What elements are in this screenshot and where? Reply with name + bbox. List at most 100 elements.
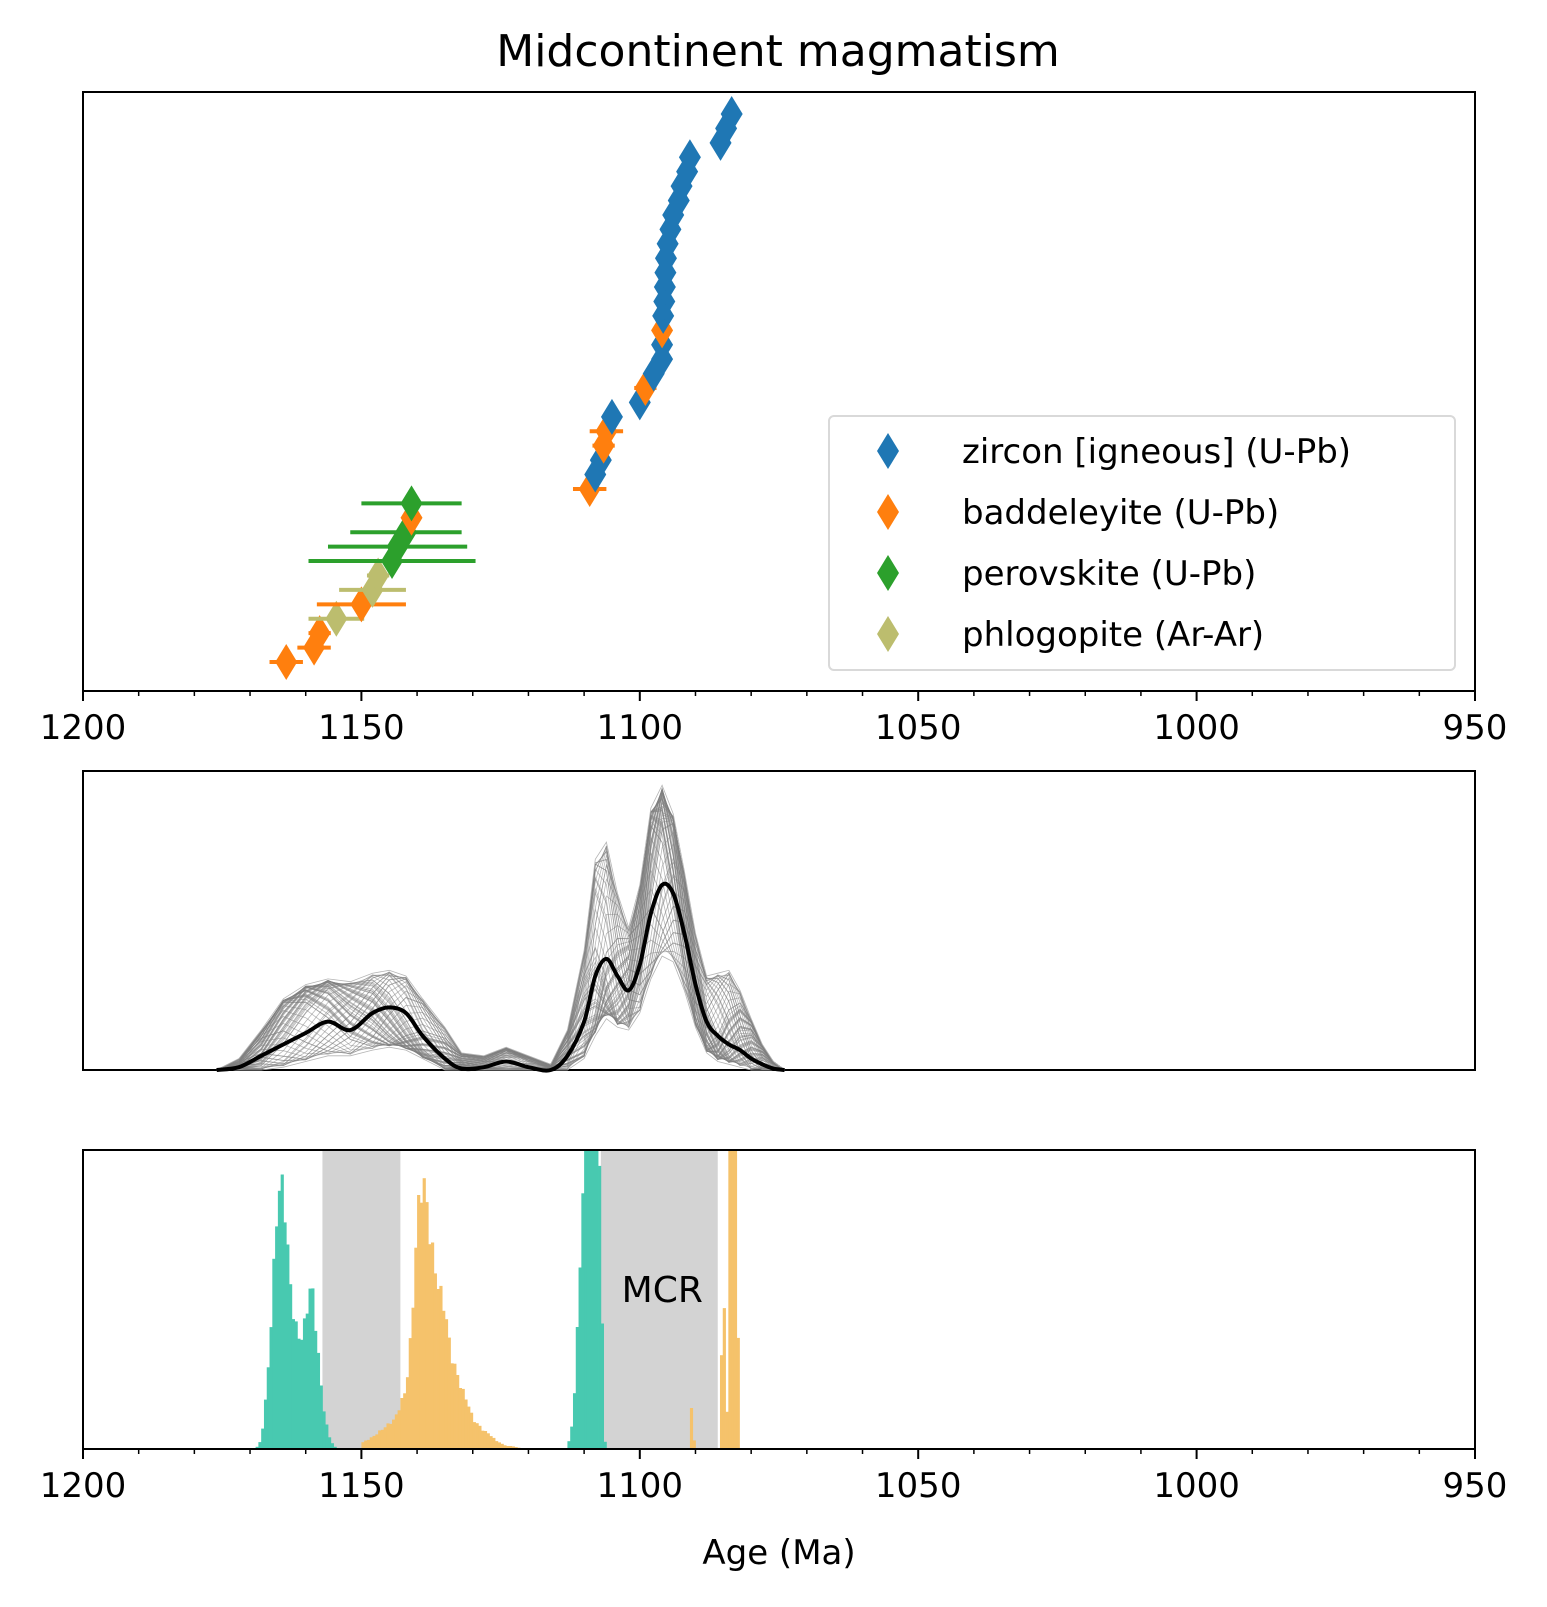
histogram-bar <box>286 1244 290 1449</box>
ensemble-curve <box>216 869 785 1071</box>
histogram-bar <box>497 1442 501 1449</box>
ensemble-curve <box>216 811 785 1071</box>
histogram-bar <box>483 1431 488 1449</box>
histogram-bar <box>333 1446 337 1449</box>
histogram-bar <box>369 1437 373 1449</box>
histogram-bar <box>361 1442 365 1449</box>
histogram-bar <box>506 1446 510 1449</box>
histogram-bar <box>692 1440 696 1449</box>
histogram-bar <box>375 1434 379 1449</box>
histogram-bar <box>291 1319 295 1449</box>
legend: zircon [igneous] (U-Pb) baddeleyite (U-Pb… <box>828 415 1456 671</box>
histogram-bar <box>725 1411 729 1449</box>
histogram-bar <box>294 1321 298 1449</box>
histogram-bar <box>444 1319 449 1449</box>
histogram-bar <box>450 1363 454 1449</box>
histogram-bar <box>447 1337 451 1449</box>
histogram-bar <box>584 1150 588 1449</box>
histogram-bar <box>736 1337 740 1449</box>
histogram-bar <box>364 1440 368 1449</box>
legend-box <box>828 415 1456 671</box>
histogram-bar <box>436 1289 440 1449</box>
histogram-bar <box>389 1423 393 1449</box>
data-point <box>367 557 390 594</box>
ensemble-curve <box>216 799 785 1071</box>
histogram-bar <box>400 1398 404 1449</box>
histogram-bar <box>417 1195 421 1449</box>
histogram-bar <box>433 1273 437 1449</box>
histogram-bar <box>570 1426 574 1449</box>
data-point <box>308 615 331 652</box>
histogram-bar <box>280 1174 284 1449</box>
histogram-bar <box>372 1435 376 1449</box>
histogram-bar <box>578 1267 582 1449</box>
age-panel: 1200 1150 1100 1050 1000 950 zircon [igneous]… <box>40 91 1508 748</box>
data-point <box>400 485 423 522</box>
histogram-bar <box>261 1428 265 1449</box>
histogram-bar <box>719 1355 724 1449</box>
legend-marker <box>877 555 899 591</box>
age-axis-tick-label: 1150 <box>318 708 405 748</box>
histogram-bar <box>425 1202 429 1449</box>
histogram-bar <box>481 1430 485 1449</box>
age-points <box>269 96 743 680</box>
ensemble-curve <box>216 852 785 1071</box>
histogram-bar <box>386 1423 390 1449</box>
ensemble-curve <box>216 873 785 1071</box>
histogram-bar <box>314 1330 318 1449</box>
histogram-x-axis: 1200 1150 1100 1050 1000 950 <box>40 1449 1508 1506</box>
histogram-axis-tick-label: 1050 <box>875 1466 962 1506</box>
histogram-axis-tick-label: 1200 <box>40 1466 127 1506</box>
histogram-bar <box>567 1441 571 1449</box>
histogram-bar <box>275 1226 279 1449</box>
legend-marker <box>877 494 899 530</box>
histogram-axis-tick-label: 1100 <box>597 1466 684 1506</box>
histogram-bar <box>316 1352 321 1449</box>
histogram-content: MCR <box>255 1150 740 1449</box>
age-axis-tick-label: 1050 <box>875 708 962 748</box>
histogram-bar <box>592 1150 596 1449</box>
histogram-bar <box>689 1408 694 1449</box>
band-label: MCR <box>622 1270 703 1311</box>
histogram-bar <box>422 1178 426 1449</box>
histogram-bar <box>380 1429 385 1449</box>
histogram-bar <box>327 1437 332 1449</box>
histogram-bar <box>272 1258 276 1449</box>
legend-label: baddeleyite (U-Pb) <box>962 493 1279 533</box>
age-panel-frame <box>82 91 1476 692</box>
ensemble-curve <box>216 794 785 1071</box>
histogram-bar <box>453 1363 457 1449</box>
legend-label: perovskite (U-Pb) <box>962 554 1256 594</box>
histogram-bar <box>495 1441 499 1449</box>
histogram-bar <box>467 1406 471 1449</box>
x-axis-label: Age (Ma) <box>702 1533 855 1573</box>
histogram-bar <box>511 1446 515 1449</box>
histogram-bar <box>600 1323 604 1449</box>
histogram-axis-tick-label: 950 <box>1443 1466 1508 1506</box>
ensemble-curve <box>216 793 785 1071</box>
histogram-bar <box>461 1388 465 1449</box>
histogram-bar <box>311 1288 315 1449</box>
histogram-bar <box>731 1150 735 1449</box>
ensemble-curve <box>216 857 785 1071</box>
age-axis-tick-label: 950 <box>1443 708 1508 748</box>
chart-title: Midcontinent magmatism <box>496 26 1060 77</box>
histogram-bar <box>464 1399 468 1449</box>
histogram-bar <box>722 1308 726 1449</box>
histogram-bar <box>305 1313 309 1449</box>
histogram-bar <box>383 1427 387 1449</box>
time-band <box>600 1150 718 1449</box>
histogram-bar <box>297 1338 301 1449</box>
histogram-bar <box>589 1150 593 1449</box>
histogram-bar <box>439 1285 443 1449</box>
histogram-bar <box>500 1443 504 1449</box>
histogram-bar <box>277 1190 282 1449</box>
histogram-bar <box>728 1150 732 1449</box>
ensemble-curve <box>216 859 785 1071</box>
histogram-bar <box>603 1441 607 1449</box>
histogram-panel: MCR 1200 1150 1100 1050 1000 950 Age (Ma) <box>40 1149 1508 1573</box>
ensemble-curve <box>216 855 785 1071</box>
histogram-bar <box>302 1318 307 1449</box>
ensemble-curve <box>216 845 785 1071</box>
